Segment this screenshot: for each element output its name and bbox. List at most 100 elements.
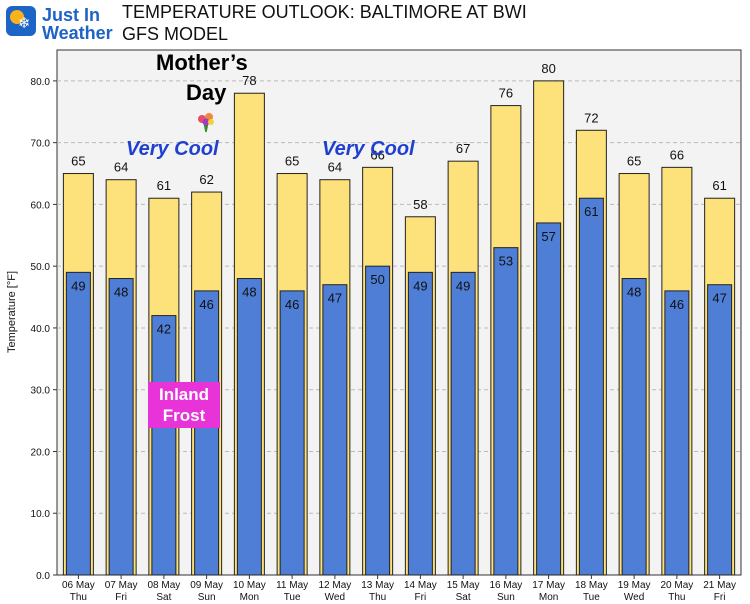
y-tick-label: 30.0 [31, 386, 51, 397]
logo-text-line2: Weather [42, 23, 113, 43]
x-tick-day: Mon [539, 592, 558, 603]
flower-bouquet-icon [198, 113, 214, 133]
high-temp-label: 62 [199, 172, 213, 187]
x-tick-date: 15 May [447, 580, 480, 591]
high-temp-label: 65 [285, 154, 299, 169]
low-temp-bar [407, 271, 433, 576]
low-temp-bar [194, 290, 220, 576]
low-temp-label: 50 [370, 272, 384, 287]
high-temp-label: 72 [584, 110, 598, 125]
y-tick-label: 10.0 [31, 509, 51, 520]
x-tick-day: Fri [714, 592, 726, 603]
x-tick-date: 07 May [105, 580, 138, 591]
inland-frost-line1: Inland [158, 385, 210, 404]
x-tick-date: 18 May [575, 580, 608, 591]
high-temp-label: 65 [71, 154, 85, 169]
x-tick-date: 13 May [361, 580, 394, 591]
y-tick-label: 60.0 [31, 200, 51, 211]
sun-icon [10, 10, 24, 24]
high-temp-label: 80 [541, 61, 555, 76]
low-temp-label: 53 [499, 254, 513, 269]
high-temp-label: 61 [157, 178, 171, 193]
low-temp-label: 46 [285, 297, 299, 312]
x-tick-date: 12 May [318, 580, 351, 591]
chart-title: TEMPERATURE OUTLOOK: BALTIMORE AT BWI [122, 2, 527, 22]
x-tick-day: Tue [583, 592, 600, 603]
x-tick-day: Wed [325, 592, 345, 603]
low-temp-label: 49 [456, 278, 470, 293]
high-temp-label: 64 [114, 160, 128, 175]
x-tick-day: Wed [624, 592, 644, 603]
x-tick-day: Fri [415, 592, 427, 603]
low-temp-bar [536, 222, 562, 576]
x-tick-date: 14 May [404, 580, 437, 591]
x-tick-date: 19 May [618, 580, 651, 591]
mothers-day-label-line1: Mother’s [156, 50, 248, 75]
x-tick-day: Mon [240, 592, 259, 603]
y-tick-label: 40.0 [31, 324, 51, 335]
low-temp-bar [365, 265, 391, 576]
low-temp-bar [621, 278, 647, 576]
y-axis-ticks: 0.0 10.0 20.0 30.0 40.0 50.0 60.0 70.0 80.0 [31, 77, 57, 582]
low-temp-bar [108, 278, 134, 576]
low-temp-label: 42 [157, 322, 171, 337]
x-tick-date: 20 May [660, 580, 693, 591]
y-tick-label: 20.0 [31, 447, 51, 458]
low-temp-label: 46 [199, 297, 213, 312]
bars: 65 49 64 48 61 42 62 46 78 48 65 46 64 47 66 50 58 49 67 49… [62, 61, 736, 576]
high-temp-label: 67 [456, 141, 470, 156]
high-temp-label: 61 [712, 178, 726, 193]
just-in-weather-logo: ❄ Just In Weather [6, 2, 114, 44]
high-temp-label: 66 [370, 147, 384, 162]
high-temp-label: 78 [242, 73, 256, 88]
low-temp-bar [279, 290, 305, 576]
low-temp-bar [322, 284, 348, 576]
x-tick-date: 06 May [62, 580, 95, 591]
inland-frost-badge: Inland Frost [148, 382, 220, 428]
low-temp-label: 61 [584, 204, 598, 219]
y-tick-label: 80.0 [31, 77, 51, 88]
x-tick-day: Thu [70, 592, 87, 603]
low-temp-label: 47 [328, 291, 342, 306]
low-temp-bar [578, 197, 604, 576]
snowflake-icon: ❄ [18, 14, 31, 32]
very-cool-label-2: Very Cool [322, 138, 415, 160]
low-temp-label: 49 [413, 278, 427, 293]
high-temp-label: 66 [670, 147, 684, 162]
logo-text-line1: Just In [42, 5, 101, 25]
low-temp-label: 57 [541, 229, 555, 244]
very-cool-label-1: Very Cool [126, 138, 219, 160]
x-tick-date: 16 May [489, 580, 522, 591]
low-temp-bar [236, 278, 262, 576]
y-axis-label: Temperature [°F] [6, 271, 18, 353]
low-temp-bar [450, 271, 476, 576]
x-tick-date: 10 May [233, 580, 266, 591]
low-temp-label: 47 [712, 291, 726, 306]
x-tick-date: 08 May [147, 580, 180, 591]
low-temp-label: 48 [627, 285, 641, 300]
low-temp-label: 48 [114, 285, 128, 300]
y-tick-label: 50.0 [31, 262, 51, 273]
x-tick-date: 11 May [276, 580, 308, 591]
chart-subtitle: GFS MODEL [122, 24, 229, 44]
high-temp-label: 58 [413, 197, 427, 212]
low-temp-label: 49 [71, 278, 85, 293]
low-temp-label: 48 [242, 285, 256, 300]
mothers-day-label-line2: Day [186, 80, 227, 105]
high-temp-label: 76 [499, 86, 513, 101]
y-tick-label: 0.0 [36, 571, 50, 582]
high-temp-label: 64 [328, 160, 342, 175]
x-tick-day: Fri [115, 592, 127, 603]
x-tick-day: Sun [198, 592, 216, 603]
low-temp-bar [707, 284, 733, 576]
low-temp-bar [493, 247, 519, 576]
low-temp-bar [664, 290, 690, 576]
x-tick-day: Thu [369, 592, 386, 603]
x-tick-day: Sat [156, 592, 171, 603]
x-tick-date: 21 May [703, 580, 736, 591]
x-tick-day: Sat [456, 592, 471, 603]
x-tick-day: Thu [668, 592, 685, 603]
x-tick-date: 17 May [532, 580, 565, 591]
